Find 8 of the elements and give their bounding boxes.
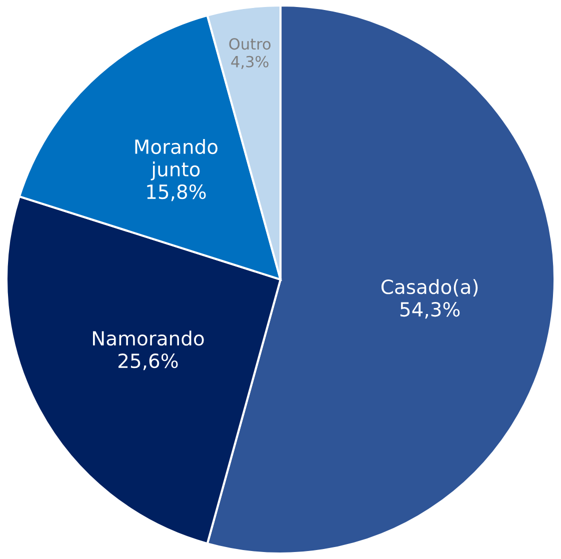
data-label: 15,8%: [147, 184, 206, 202]
data-label: 4,3%: [231, 56, 268, 69]
data-label: 54,3%: [400, 302, 460, 319]
slice-label: Casado(a): [381, 279, 478, 296]
slice-label: Morando junto: [135, 139, 218, 180]
data-label: 25,6%: [118, 353, 178, 370]
slice-label: Namorando: [93, 330, 204, 346]
slice-label: Outro: [229, 38, 271, 50]
